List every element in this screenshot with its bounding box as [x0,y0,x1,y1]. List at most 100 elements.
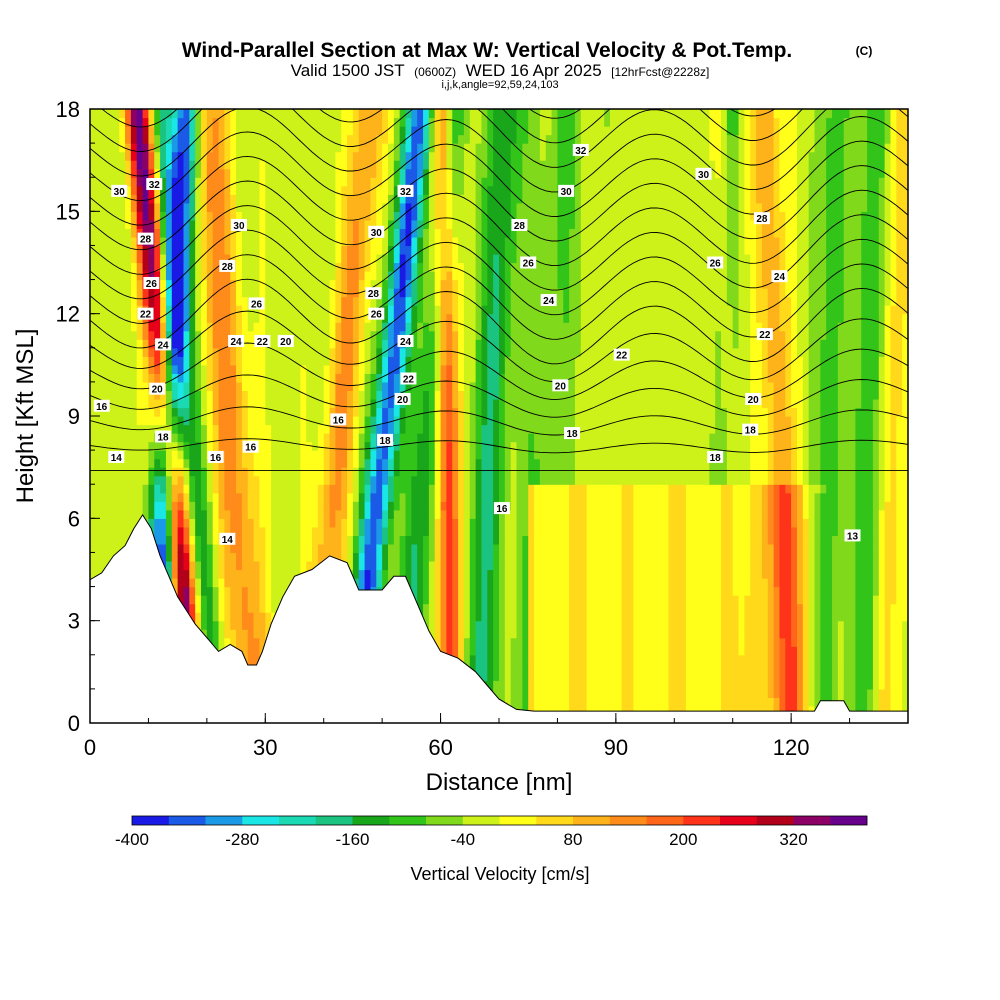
w-cell [335,484,342,494]
w-cell [142,509,150,519]
w-cell [236,586,243,596]
w-cell [271,492,278,502]
w-cell [364,160,372,170]
w-cell [241,364,249,374]
w-cell [230,288,237,298]
w-cell [306,398,313,409]
w-cell [393,194,401,204]
w-cell [177,381,185,392]
w-cell [300,168,307,178]
w-cell [241,279,249,289]
w-cell [387,347,395,357]
w-cell [236,398,243,409]
w-cell [224,526,231,536]
w-cell [154,535,161,545]
w-cell [288,441,296,451]
w-cell [165,509,173,519]
w-cell [352,296,360,306]
w-cell [148,364,155,374]
w-cell [463,202,471,212]
w-cell [142,373,150,383]
w-cell [347,228,354,238]
w-cell [481,262,488,272]
w-cell [247,535,255,545]
w-cell [206,313,214,323]
w-cell [329,126,336,136]
w-cell [469,143,477,153]
w-cell [405,236,412,247]
w-cell [253,134,261,144]
w-cell [306,424,313,434]
w-cell [206,211,214,221]
w-cell [171,236,179,247]
w-cell [458,450,465,460]
w-cell [347,467,354,477]
w-cell [452,262,459,272]
w-cell [358,398,366,409]
w-cell [434,134,442,144]
w-cell [317,330,325,340]
w-cell [107,543,114,554]
w-cell [329,160,336,170]
w-cell [165,126,173,136]
w-cell [119,475,126,485]
w-cell [405,253,412,264]
w-cell [405,492,412,502]
w-cell [364,151,372,161]
w-cell [113,245,120,255]
w-cell [335,151,342,161]
w-cell [475,126,483,136]
w-cell [294,202,301,212]
w-cell [183,450,190,460]
w-cell [323,185,331,195]
w-cell [265,253,272,264]
w-cell [282,535,290,545]
w-cell [212,637,220,647]
w-cell [440,484,448,494]
w-cell [253,109,261,119]
w-cell [446,467,453,477]
w-cell [247,117,255,127]
w-cell [259,245,266,255]
w-cell [177,347,185,357]
w-cell [189,492,196,502]
w-cell [113,211,120,221]
w-cell [452,194,459,204]
w-cell [218,441,225,451]
w-cell [469,441,477,451]
w-cell [259,637,266,647]
w-cell [160,492,167,502]
w-cell [183,595,190,605]
w-cell [387,211,395,221]
w-cell [189,194,196,204]
w-cell [125,484,132,494]
w-cell [306,279,313,289]
w-cell [265,262,272,272]
w-cell [218,253,225,264]
w-cell [428,305,436,315]
w-cell [411,467,418,477]
w-cell [358,313,366,323]
w-cell [469,219,477,229]
w-cell [458,313,465,323]
w-cell [90,236,97,247]
w-cell [119,313,126,323]
w-cell [306,168,313,178]
w-cell [282,347,290,357]
w-cell [282,356,290,366]
w-cell [271,356,278,366]
w-cell [148,253,155,264]
w-cell [335,109,342,119]
w-cell [288,151,296,161]
w-cell [306,535,313,545]
w-cell [434,228,442,238]
w-cell [417,322,424,332]
w-cell [177,339,185,349]
w-cell [463,433,471,443]
w-cell [317,117,325,127]
w-cell [341,484,348,494]
chart-title-unit: (C) [856,44,873,58]
w-cell [399,407,407,417]
w-cell [364,543,372,554]
w-cell [253,595,261,605]
